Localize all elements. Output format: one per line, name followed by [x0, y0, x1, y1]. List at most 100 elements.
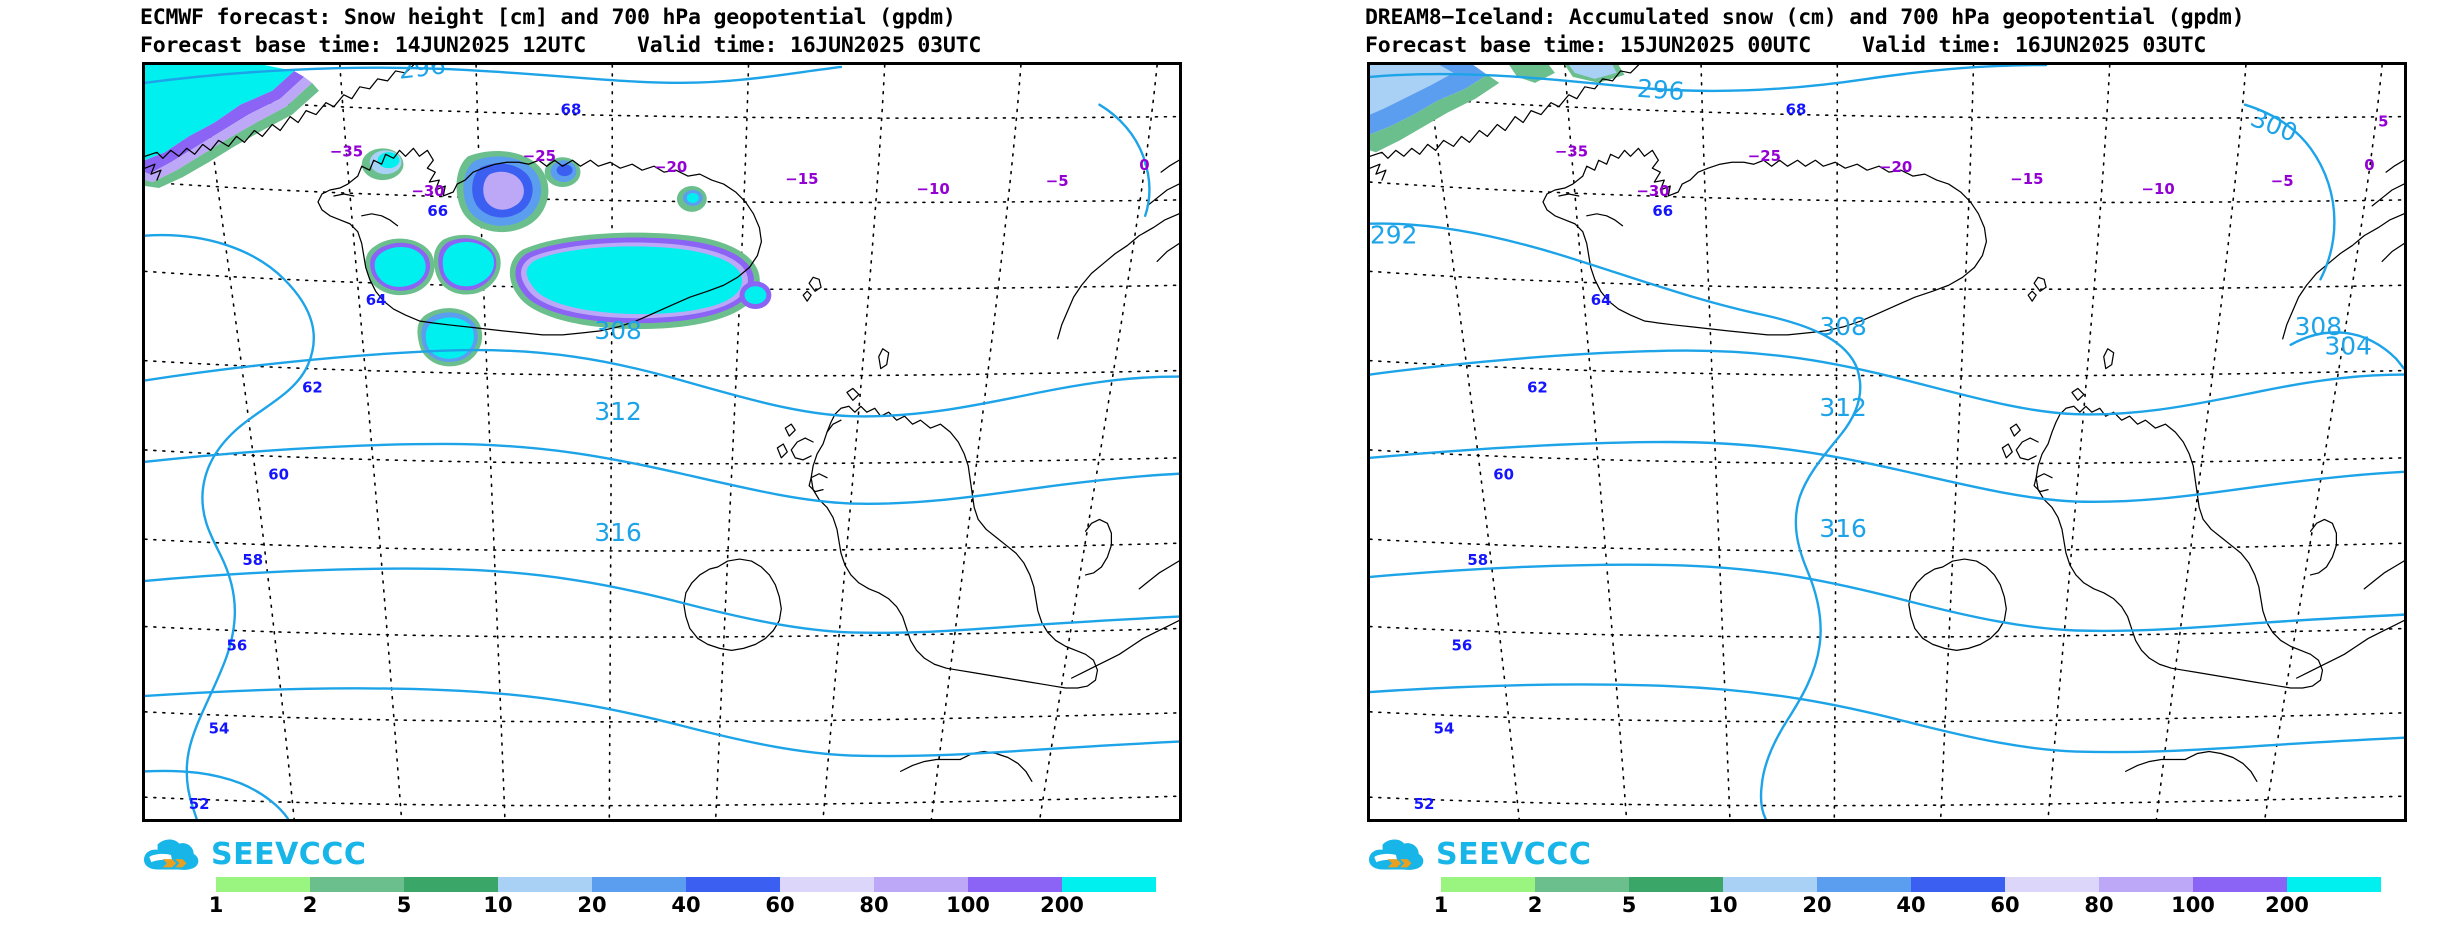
colorbar-tick-label: 100 [2171, 893, 2215, 917]
svg-text:292: 292 [1370, 221, 1417, 250]
coastlines [1370, 65, 2404, 782]
colorbar-segment [2005, 877, 2099, 892]
colorbar-tick-label: 60 [1990, 893, 2020, 917]
colorbar-tick-label: 5 [396, 893, 412, 917]
svg-text:58: 58 [242, 551, 263, 569]
svg-text:68: 68 [1786, 101, 1807, 119]
colorbar-tick-label: 80 [859, 893, 889, 917]
colorbar-tick-label: 2 [1527, 893, 1543, 917]
svg-text:−20: −20 [654, 158, 687, 176]
svg-text:316: 316 [594, 518, 641, 547]
svg-text:−35: −35 [330, 142, 363, 160]
svg-text:−30: −30 [1636, 182, 1669, 200]
colorbar-segment [1441, 877, 1535, 892]
svg-text:308: 308 [1819, 312, 1866, 341]
svg-text:316: 316 [1819, 514, 1866, 543]
latitude-labels: 68 66 64 62 60 58 56 54 52 [189, 101, 582, 813]
graticule-lines [1370, 65, 2404, 819]
cloud-icon [1369, 839, 1424, 870]
panel-ecmwf-title: ECMWF forecast: Snow height [cm] and 700… [140, 4, 1200, 60]
longitude-labels: −35 −30 −25 −20 −15 −10 −5 0 5 [1555, 113, 2389, 200]
colorbar-tick-label: 20 [577, 893, 607, 917]
panel-ecmwf: ECMWF forecast: Snow height [cm] and 700… [0, 0, 1224, 925]
svg-text:304: 304 [2324, 332, 2371, 361]
svg-text:68: 68 [561, 101, 582, 119]
seevccc-logo-left: SEEVCCC [140, 836, 366, 874]
svg-text:−10: −10 [917, 180, 950, 198]
svg-text:0: 0 [1139, 156, 1149, 174]
colorbar-segment [874, 877, 968, 892]
svg-text:62: 62 [302, 378, 323, 396]
colorbar-tick-label: 10 [1708, 893, 1738, 917]
svg-text:308: 308 [2295, 312, 2342, 341]
svg-text:52: 52 [1414, 795, 1435, 813]
map-ecmwf-canvas: 296 308 312 316 −35 −30 −25 −20 −15 −10 … [145, 65, 1179, 819]
colorbar-right: 1 2 5 10 20 40 60 80 100 200 [1434, 877, 2381, 919]
svg-text:64: 64 [366, 291, 387, 309]
map-dream8-canvas: 296 292 300 304 308 308 312 316 −35 −30 … [1370, 65, 2404, 819]
svg-text:−30: −30 [411, 182, 444, 200]
colorbar-segment [216, 877, 310, 892]
svg-text:−25: −25 [523, 147, 556, 165]
colorbar-ticks-right: 1 2 5 10 20 40 60 80 100 200 [1434, 893, 2381, 919]
colorbar-segment [1535, 877, 1629, 892]
svg-text:−10: −10 [2142, 180, 2175, 198]
logo-label-left: SEEVCCC [211, 837, 367, 872]
svg-text:−15: −15 [2010, 170, 2043, 188]
svg-text:−25: −25 [1748, 147, 1781, 165]
svg-text:−35: −35 [1555, 142, 1588, 160]
snow-shading-greenland [145, 65, 319, 189]
colorbar-segment [592, 877, 686, 892]
svg-text:308: 308 [594, 316, 641, 345]
svg-text:312: 312 [1819, 393, 1866, 422]
panel-dream8-title-line1: DREAM8−Iceland: Accumulated snow (cm) an… [1365, 5, 2245, 30]
panel-ecmwf-title-line1: ECMWF forecast: Snow height [cm] and 700… [140, 5, 956, 30]
svg-text:62: 62 [1527, 378, 1548, 396]
colorbar-segment [404, 877, 498, 892]
seevccc-logo-right: SEEVCCC [1365, 836, 1591, 874]
svg-text:−5: −5 [1046, 172, 1069, 190]
colorbar-tick-label: 5 [1621, 893, 1637, 917]
logo-label-right: SEEVCCC [1436, 837, 1592, 872]
colorbar-segment [1629, 877, 1723, 892]
svg-text:66: 66 [427, 202, 448, 220]
svg-text:−20: −20 [1879, 158, 1912, 176]
colorbar-ticks-left: 1 2 5 10 20 40 60 80 100 200 [209, 893, 1156, 919]
geopotential-contours [145, 65, 1179, 819]
svg-text:52: 52 [189, 795, 210, 813]
colorbar-segment [1911, 877, 2005, 892]
map-dream8[interactable]: 296 292 300 304 308 308 312 316 −35 −30 … [1367, 62, 2407, 822]
svg-text:5: 5 [2378, 113, 2388, 131]
colorbar-strip-left [216, 877, 1156, 892]
colorbar-segment [968, 877, 1062, 892]
svg-text:0: 0 [2364, 156, 2374, 174]
panel-dream8-title-line2: Forecast base time: 15JUN2025 00UTC Vali… [1365, 32, 2207, 58]
svg-text:58: 58 [1467, 551, 1488, 569]
latitude-labels: 68 66 64 62 60 58 56 54 52 [1414, 101, 1807, 813]
contour-value-labels: 296 292 300 304 308 308 312 316 [1370, 74, 2372, 543]
colorbar-tick-label: 80 [2084, 893, 2114, 917]
colorbar-segment [1062, 877, 1156, 892]
svg-text:−15: −15 [785, 170, 818, 188]
svg-text:312: 312 [594, 397, 641, 426]
svg-text:0: 0 [1119, 65, 1129, 69]
map-ecmwf[interactable]: 296 308 312 316 −35 −30 −25 −20 −15 −10 … [142, 62, 1182, 822]
svg-text:66: 66 [1652, 202, 1673, 220]
contour-value-labels: 296 308 312 316 [397, 65, 642, 547]
svg-text:300: 300 [2247, 103, 2302, 148]
colorbar-strip-right [1441, 877, 2381, 892]
colorbar-segment [1817, 877, 1911, 892]
svg-text:296: 296 [1636, 74, 1685, 106]
svg-text:56: 56 [1452, 636, 1473, 654]
svg-text:296: 296 [397, 65, 448, 85]
panel-dream8: DREAM8−Iceland: Accumulated snow (cm) an… [1225, 0, 2449, 925]
svg-text:64: 64 [1591, 291, 1612, 309]
colorbar-tick-label: 1 [1433, 893, 1449, 917]
colorbar-tick-label: 20 [1802, 893, 1832, 917]
coastlines [145, 65, 1179, 782]
svg-text:−5: −5 [2271, 172, 2294, 190]
colorbar-segment [498, 877, 592, 892]
colorbar-tick-label: 1 [208, 893, 224, 917]
colorbar-tick-label: 60 [765, 893, 795, 917]
